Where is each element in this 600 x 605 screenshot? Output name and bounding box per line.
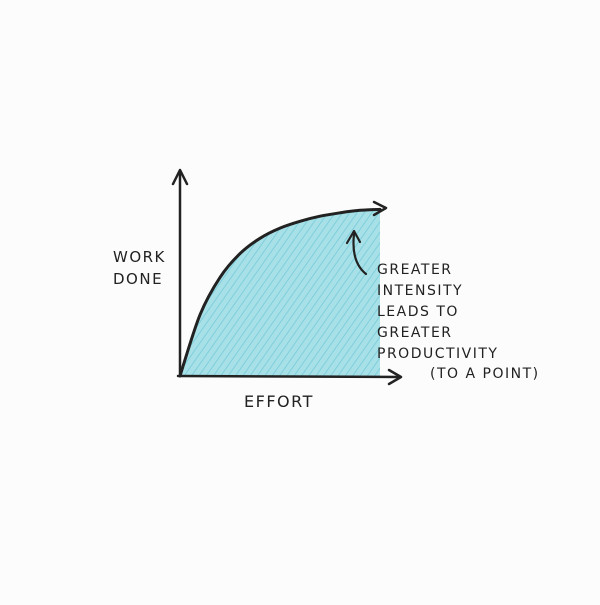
y-axis-arrowhead (171, 168, 189, 186)
annotation-line-5: PRODUCTIVITY (377, 346, 498, 362)
x-axis (176, 374, 402, 379)
series-line (178, 207, 382, 378)
annotation-line-3: LEADS TO (377, 304, 459, 320)
annotation-pointer-arrowhead (345, 229, 362, 245)
y-axis-label-line-2: DONE (113, 270, 163, 288)
x-axis-arrowhead (387, 368, 403, 386)
annotation: GREATER INTENSITY LEADS TO GREATER PRODU… (377, 262, 540, 382)
area-fill (180, 209, 380, 376)
annotation-line-1: GREATER (377, 262, 453, 278)
annotation-pointer (352, 232, 368, 276)
annotation-line-2: INTENSITY (377, 283, 463, 299)
y-axis-label-line-1: WORK (113, 248, 166, 266)
curve-arrowhead (372, 200, 388, 217)
annotation-line-6: (TO A POINT) (430, 366, 540, 382)
annotation-line-4: GREATER (377, 325, 453, 341)
x-axis-label: EFFORT (244, 392, 314, 411)
